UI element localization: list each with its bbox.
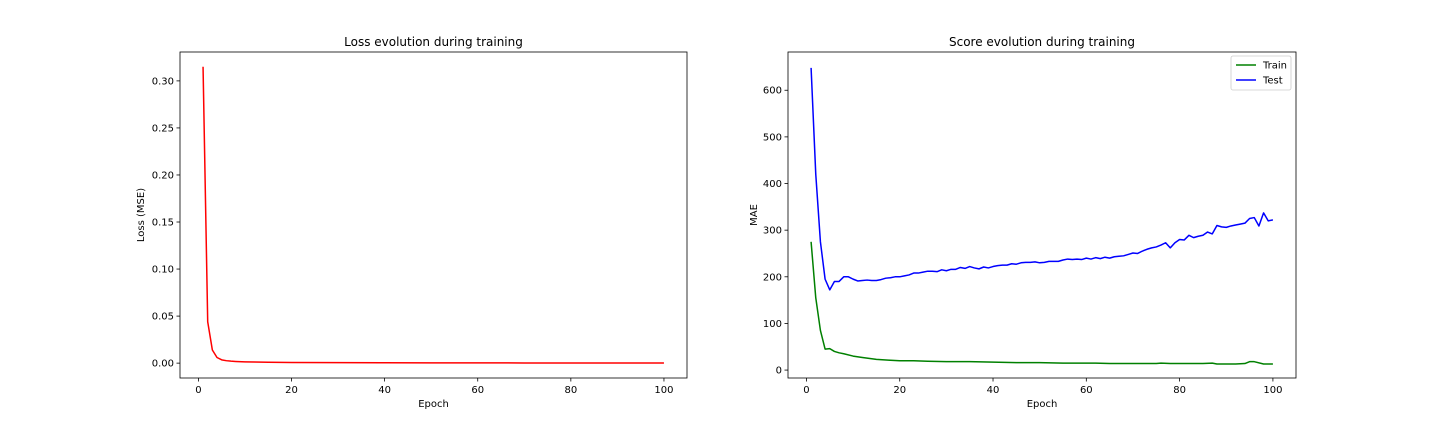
loss-ytick-label: 0.15 (152, 218, 174, 229)
score-chart-axes-frame (787, 51, 1297, 379)
score-xtick-label: 20 (893, 385, 906, 396)
score-chart-xticks: 0 20 40 60 80 100 (803, 378, 1282, 396)
loss-chart-xticks: 0 20 40 60 80 100 (195, 378, 674, 396)
score-series-line-test (810, 67, 1274, 291)
score-ytick-label: 500 (763, 132, 782, 143)
loss-xtick-label: 100 (654, 385, 673, 396)
score-ytick-label: 200 (763, 272, 782, 283)
loss-xtick-label: 20 (285, 385, 298, 396)
score-series-line-train (810, 241, 1273, 365)
loss-xtick-label: 0 (195, 385, 201, 396)
loss-chart-xlabel: Epoch (418, 399, 449, 410)
score-ytick-label: 0 (776, 366, 782, 377)
score-xtick-label: 0 (803, 385, 809, 396)
loss-chart-ylabel: Loss (MSE) (136, 188, 147, 242)
legend-label-train: Train (1262, 61, 1287, 72)
score-chart-ylabel: MAE (749, 204, 760, 226)
score-xtick-label: 40 (987, 385, 1000, 396)
score-ytick-label: 100 (763, 319, 782, 330)
loss-ytick-label: 0.10 (152, 265, 174, 276)
loss-ytick-label: 0.00 (152, 359, 174, 370)
loss-xtick-label: 60 (471, 385, 484, 396)
score-chart-title: Score evolution during training (949, 35, 1135, 49)
score-xtick-label: 60 (1080, 385, 1093, 396)
score-xtick-label: 80 (1173, 385, 1186, 396)
score-chart-xlabel: Epoch (1027, 399, 1058, 410)
loss-chart-title: Loss evolution during training (344, 35, 523, 49)
score-chart-lines (810, 67, 1274, 365)
loss-xtick-label: 40 (378, 385, 391, 396)
loss-xtick-label: 80 (564, 385, 577, 396)
loss-chart-axes-frame (179, 51, 688, 379)
loss-ytick-label: 0.30 (152, 76, 174, 87)
loss-chart: Loss evolution during training 0.000.050… (136, 35, 688, 410)
loss-ytick-label: 0.05 (152, 312, 174, 323)
loss-series-line-loss (202, 66, 664, 364)
loss-chart-lines (202, 66, 664, 364)
score-chart-yticks: 0 100 200 300 400 500 600 (763, 86, 788, 377)
score-chart: Score evolution during training 01002003… (749, 35, 1297, 410)
score-ytick-label: 400 (763, 179, 782, 190)
score-chart-legend: Train Test (1230, 55, 1292, 91)
loss-ytick-label: 0.25 (152, 123, 174, 134)
score-ytick-label: 600 (763, 86, 782, 97)
loss-chart-yticks: 0.00 0.05 0.10 0.15 0.20 0.25 0.30 (152, 76, 180, 370)
legend-label-test: Test (1262, 76, 1283, 87)
score-ytick-label: 300 (763, 226, 782, 237)
loss-ytick-label: 0.20 (152, 170, 174, 181)
score-xtick-label: 100 (1263, 385, 1282, 396)
